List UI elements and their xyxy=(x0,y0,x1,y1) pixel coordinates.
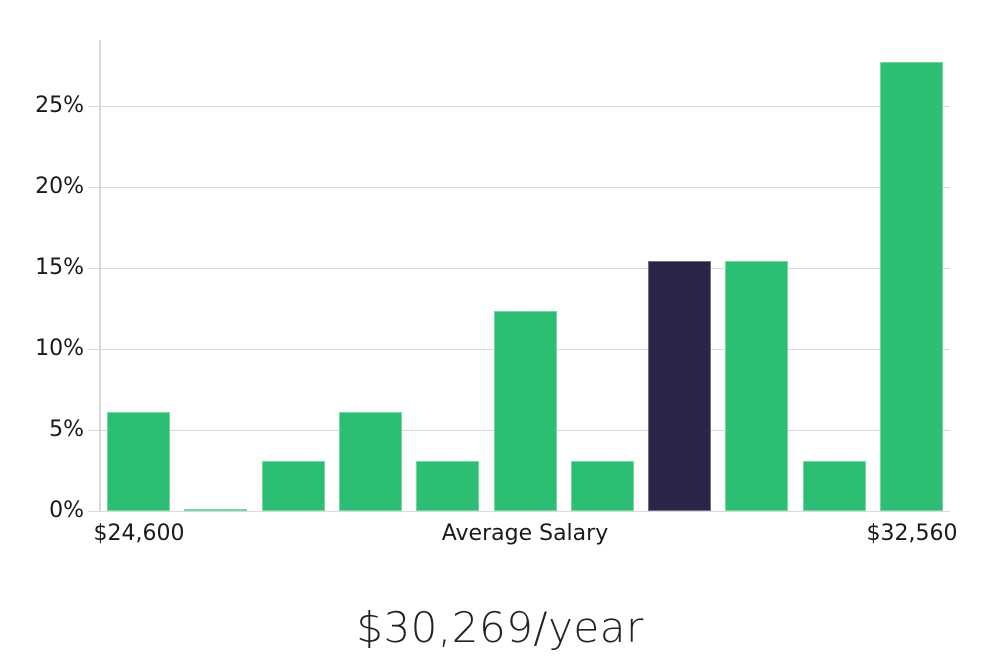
y-tick-label: 5% xyxy=(49,417,84,442)
salary-bin-bar xyxy=(880,62,943,511)
y-tick-label: 15% xyxy=(35,255,84,280)
x-tick-label: Average Salary xyxy=(441,521,609,546)
y-tick-label: 10% xyxy=(35,336,84,361)
salary-bin-bar xyxy=(571,461,634,511)
gridline-20% xyxy=(88,187,950,188)
gridline-0% xyxy=(88,511,950,512)
x-tick-label: $24,600 xyxy=(93,521,185,546)
y-axis-line xyxy=(99,40,101,511)
salary-bin-bar xyxy=(184,509,247,511)
y-tick-label: 0% xyxy=(49,498,84,523)
chart-title-average-salary: $30,269/year xyxy=(356,603,644,652)
salary-bin-bar xyxy=(339,412,402,511)
salary-bin-bar xyxy=(262,461,325,511)
gridline-25% xyxy=(88,106,950,107)
average-salary-bar xyxy=(648,261,711,511)
y-tick-label: 20% xyxy=(35,174,84,199)
y-tick-label: 25% xyxy=(35,93,84,118)
salary-bin-bar xyxy=(725,261,788,511)
salary-bin-bar xyxy=(803,461,866,511)
salary-bin-bar xyxy=(494,311,557,511)
salary-bin-bar xyxy=(107,412,170,511)
salary-bin-bar xyxy=(416,461,479,511)
gridline-15% xyxy=(88,268,950,269)
x-tick-label: $32,560 xyxy=(866,521,958,546)
